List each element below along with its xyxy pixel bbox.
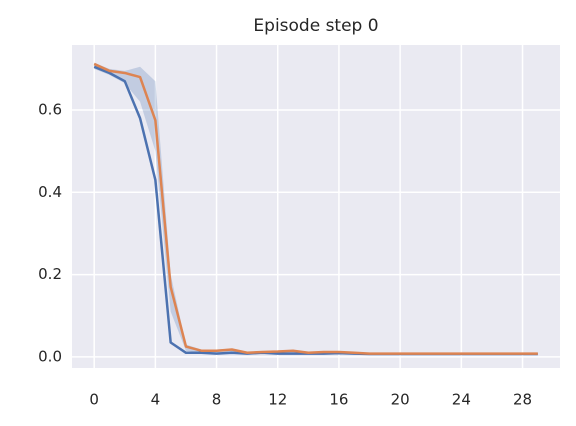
x-tick-label: 28	[513, 391, 532, 409]
plot-background	[72, 45, 560, 368]
chart-title: Episode step 0	[253, 16, 378, 36]
x-tick-label: 16	[329, 391, 348, 409]
x-tick-label: 12	[268, 391, 287, 409]
x-tick-label: 0	[89, 391, 99, 409]
x-tick-label: 4	[151, 391, 161, 409]
x-tick-label: 20	[391, 391, 410, 409]
confidence-band	[94, 62, 538, 355]
x-tick-label: 24	[452, 391, 471, 409]
y-tick-label: 0.4	[38, 183, 62, 201]
y-tick-label: 0.6	[38, 101, 62, 119]
y-tick-label: 0.2	[38, 265, 62, 283]
y-tick-label: 0.0	[38, 347, 62, 365]
series-line	[93, 62, 538, 355]
x-tick-label: 8	[212, 391, 222, 409]
